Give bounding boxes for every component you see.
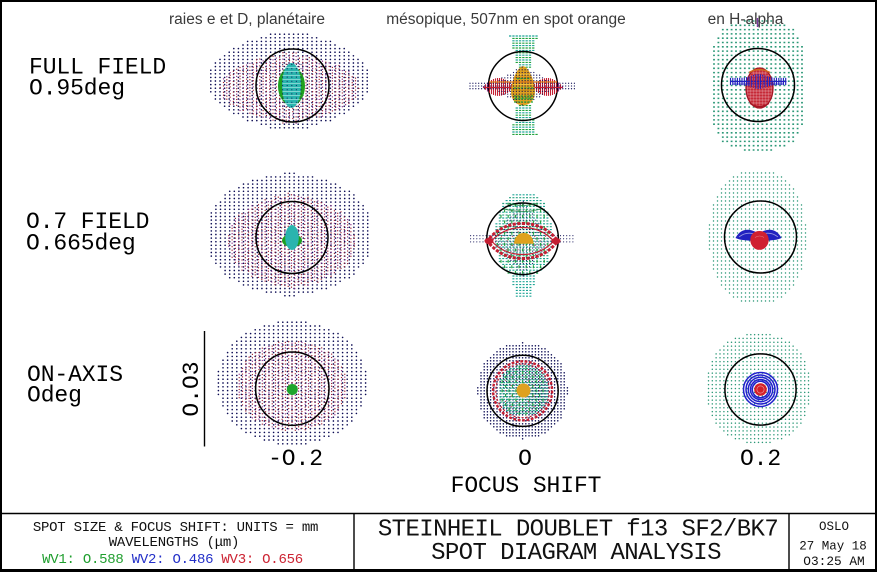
svg-text:ON-AXIS: ON-AXIS — [27, 362, 123, 388]
svg-text:27 May 18: 27 May 18 — [799, 540, 867, 554]
svg-text:OSLO: OSLO — [819, 520, 849, 534]
svg-text:FOCUS SHIFT: FOCUS SHIFT — [451, 473, 602, 499]
svg-text:O.7 FIELD: O.7 FIELD — [26, 209, 149, 235]
svg-text:Odeg: Odeg — [27, 383, 82, 409]
svg-text:O.665deg: O.665deg — [26, 231, 136, 257]
svg-text:WAVELENGTHS (μm): WAVELENGTHS (μm) — [109, 535, 239, 551]
svg-text:WV1: O.588 WV2: O.486 WV3: O.6: WV1: O.588 WV2: O.486 WV3: O.656 — [42, 552, 303, 568]
svg-text:STEINHEIL DOUBLET f13 SF2/BK7: STEINHEIL DOUBLET f13 SF2/BK7 — [378, 517, 778, 544]
svg-text:-O.2: -O.2 — [268, 446, 323, 472]
svg-text:mésopique, 507nm en spot orang: mésopique, 507nm en spot orange — [386, 11, 626, 28]
svg-text:en H-alpha: en H-alpha — [708, 11, 784, 28]
svg-text:raies e et D, planétaire: raies e et D, planétaire — [169, 11, 325, 28]
svg-text:SPOT DIAGRAM ANALYSIS: SPOT DIAGRAM ANALYSIS — [431, 540, 721, 567]
svg-text:FULL FIELD: FULL FIELD — [29, 55, 166, 81]
svg-text:SPOT SIZE & FOCUS SHIFT: UNITS: SPOT SIZE & FOCUS SHIFT: UNITS = mm — [33, 520, 318, 536]
svg-text:O.O3: O.O3 — [179, 361, 205, 416]
svg-text:O.95deg: O.95deg — [29, 75, 125, 101]
svg-text:O3:25 AM: O3:25 AM — [803, 554, 864, 569]
svg-text:O.2: O.2 — [740, 446, 781, 472]
svg-text:O: O — [518, 446, 532, 472]
